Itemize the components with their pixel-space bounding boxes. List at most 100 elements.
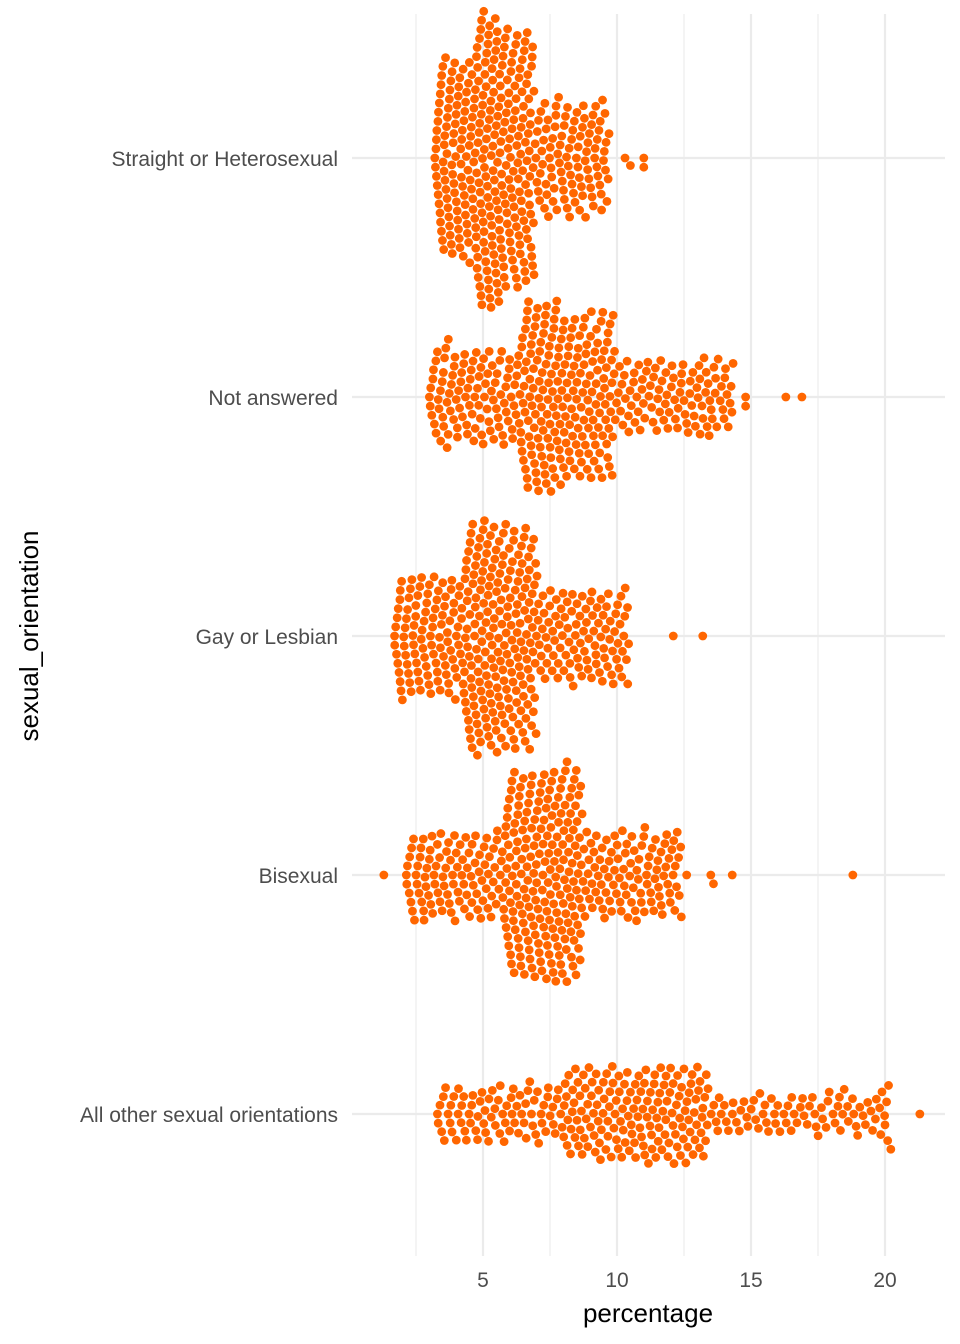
data-point <box>578 322 588 332</box>
data-point <box>534 640 544 650</box>
data-point <box>662 830 672 840</box>
data-point <box>499 398 509 408</box>
data-point <box>513 282 522 292</box>
data-point <box>529 534 539 544</box>
data-point <box>636 897 646 907</box>
data-point <box>620 1079 629 1089</box>
data-point <box>575 331 585 341</box>
data-point <box>441 185 451 194</box>
data-point <box>467 839 477 849</box>
data-point <box>559 316 569 326</box>
data-point <box>488 395 498 405</box>
data-point <box>467 661 476 670</box>
data-point <box>443 637 453 647</box>
data-point <box>529 86 539 96</box>
data-point <box>515 187 524 197</box>
data-point <box>469 436 479 446</box>
data-point <box>462 624 472 634</box>
data-point <box>541 124 551 134</box>
data-point <box>494 422 504 432</box>
data-point <box>437 1127 447 1137</box>
data-point <box>636 888 646 898</box>
data-point <box>537 146 547 156</box>
data-point <box>427 640 437 650</box>
data-point <box>572 599 582 609</box>
data-point <box>580 1083 590 1093</box>
data-point <box>433 395 443 404</box>
data-point <box>599 156 608 165</box>
data-point <box>439 166 449 176</box>
data-point <box>469 701 479 711</box>
x-tick-labels: 5 10 15 20 <box>477 1269 897 1292</box>
data-point <box>455 73 465 83</box>
data-point <box>450 695 460 704</box>
data-point <box>610 865 619 875</box>
data-point <box>490 1104 500 1114</box>
data-point <box>575 131 585 141</box>
data-point <box>587 903 597 913</box>
data-point <box>480 660 490 670</box>
data-point <box>516 869 526 879</box>
data-point <box>726 381 736 391</box>
data-point <box>599 146 609 156</box>
data-point <box>597 676 607 686</box>
data-point <box>438 368 448 377</box>
data-point <box>557 969 567 978</box>
data-point <box>498 528 508 538</box>
data-point <box>521 893 531 903</box>
data-point <box>578 388 588 397</box>
data-point <box>533 1087 542 1097</box>
data-point <box>554 343 564 353</box>
data-point <box>609 1123 619 1133</box>
data-point <box>444 838 453 847</box>
data-point <box>498 51 508 61</box>
data-point <box>436 386 445 396</box>
data-point <box>409 640 418 650</box>
data-point <box>470 631 479 641</box>
data-point <box>607 1062 617 1071</box>
data-point <box>515 64 525 73</box>
data-point <box>863 1097 873 1107</box>
data-point <box>562 203 572 213</box>
data-point <box>797 392 807 402</box>
data-point <box>541 479 551 488</box>
data-point <box>465 537 475 547</box>
data-point <box>575 638 585 648</box>
data-point <box>505 658 515 668</box>
data-point <box>465 175 475 185</box>
data-point <box>486 912 496 922</box>
data-point <box>540 203 549 213</box>
data-point <box>486 96 496 106</box>
data-point <box>595 1138 604 1148</box>
data-point <box>484 417 494 427</box>
data-point <box>556 604 566 614</box>
data-point <box>491 672 501 682</box>
data-point <box>452 206 462 216</box>
x-axis-title: percentage <box>583 1298 713 1328</box>
data-point <box>460 633 470 643</box>
data-point <box>453 622 463 632</box>
data-point <box>435 1100 445 1110</box>
data-point <box>473 383 482 393</box>
data-point <box>563 103 572 112</box>
data-point <box>463 165 473 175</box>
data-point <box>490 187 500 197</box>
data-point <box>877 1087 887 1097</box>
data-point <box>479 842 489 852</box>
data-point <box>670 861 680 871</box>
data-point <box>635 425 645 435</box>
data-point <box>500 831 510 841</box>
data-point <box>622 356 632 366</box>
data-point <box>490 1121 500 1130</box>
data-point <box>786 1126 796 1136</box>
data-point <box>521 137 530 147</box>
data-point <box>835 1092 844 1102</box>
data-point <box>591 101 601 111</box>
data-point <box>407 575 417 585</box>
data-point <box>392 613 402 623</box>
data-point <box>639 832 649 841</box>
data-point <box>460 904 469 914</box>
data-point <box>550 856 559 866</box>
data-point <box>460 697 470 707</box>
data-point <box>459 191 469 200</box>
